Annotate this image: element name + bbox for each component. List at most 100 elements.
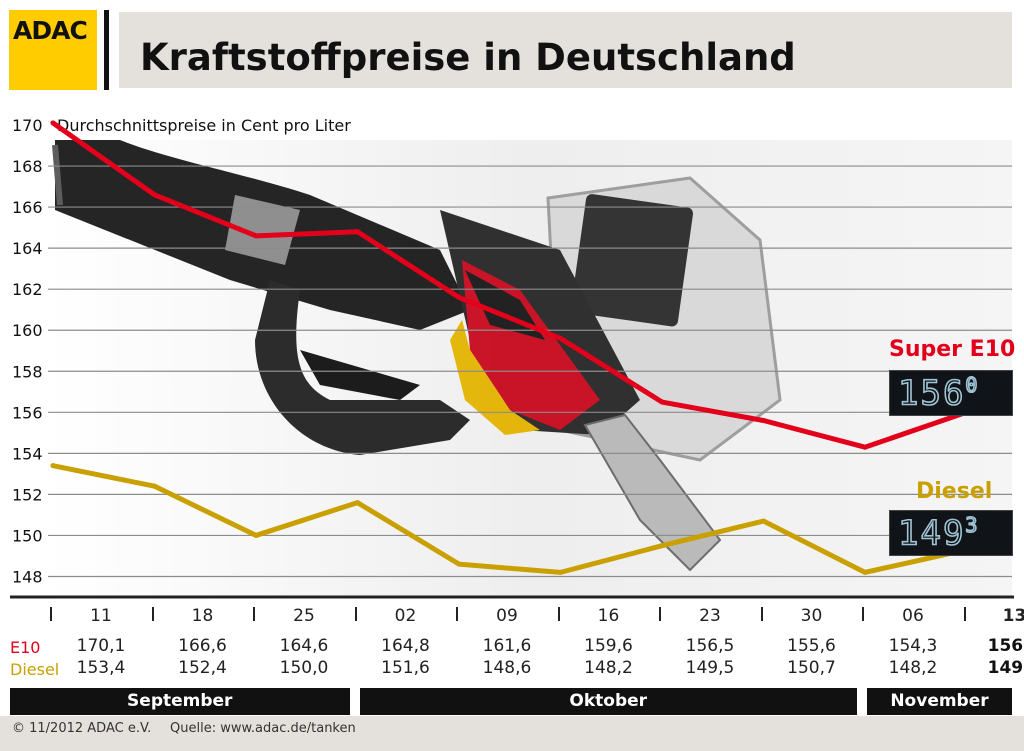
series-line-super-e10 <box>50 120 969 450</box>
value-cell-e10: 164,8 <box>381 636 430 656</box>
data-point <box>253 532 259 538</box>
data-point <box>50 463 56 469</box>
value-cell-diesel: 149,3 <box>987 658 1024 678</box>
x-tick-mark <box>862 607 864 621</box>
lcd-readout-super-e10: 1560 <box>897 372 980 415</box>
lcd-display-diesel: 1493 <box>889 510 1013 556</box>
y-axis-tick-labels: 148 150 152 154 156 158 160 162 164 166 168 170 <box>12 116 43 586</box>
x-tick-mark <box>151 607 154 621</box>
value-cell-diesel: 148,6 <box>482 658 532 678</box>
x-tick-label: 11 <box>90 606 112 626</box>
x-tick-mark <box>50 607 52 621</box>
adac-logo: ADAC <box>9 10 97 90</box>
y-tick-label: 168 <box>12 157 43 176</box>
x-tick-label: 06 <box>902 606 924 626</box>
y-tick-label: 152 <box>12 485 43 504</box>
y-tick-label: 150 <box>12 526 43 545</box>
x-tick-mark <box>557 607 560 621</box>
value-cell-e10: 154,3 <box>888 636 938 656</box>
lcd-display-super-e10: 1560 <box>889 370 1013 416</box>
row-label-e10: E10 <box>10 638 41 657</box>
page-title: Kraftstoffpreise in Deutschland <box>140 36 796 79</box>
value-cell-e10: 161,6 <box>482 636 532 656</box>
x-axis-ticks <box>0 600 1024 628</box>
logo-separator <box>104 10 109 90</box>
grid-lines <box>48 165 1012 578</box>
lcd-main-diesel: 149 <box>897 513 966 555</box>
value-cell-diesel: 151,6 <box>381 658 430 678</box>
x-tick-mark <box>456 607 458 621</box>
data-point <box>862 569 868 575</box>
month-bar: September <box>10 688 350 715</box>
x-tick-label: 02 <box>394 606 417 626</box>
data-point <box>152 192 157 198</box>
y-axis-label: Durchschnittspreise in Cent pro Liter <box>57 116 351 135</box>
lcd-main-super-e10: 156 <box>897 373 966 415</box>
x-tick-label: 09 <box>496 606 518 626</box>
value-cell-e10: 156,5 <box>685 636 735 656</box>
data-point <box>456 294 462 300</box>
value-cell-e10: 156,0 <box>987 636 1024 656</box>
row-label-diesel: Diesel <box>10 660 60 679</box>
x-tick-mark <box>659 607 661 621</box>
month-bar: Oktober <box>359 688 857 715</box>
data-point <box>862 444 868 450</box>
header-band <box>119 12 1012 88</box>
series-lines <box>50 120 969 575</box>
data-point <box>659 543 665 549</box>
value-cell-diesel: 148,2 <box>888 658 938 678</box>
series-label-super-e10: Super E10 <box>889 337 1016 362</box>
data-point <box>355 229 360 235</box>
x-tick-label: 18 <box>191 606 214 626</box>
data-point <box>558 335 563 341</box>
value-cell-diesel: 150,0 <box>279 658 329 678</box>
value-cell-e10: 159,6 <box>584 636 633 656</box>
value-cell-e10: 166,6 <box>178 636 227 656</box>
series-line-diesel <box>50 463 969 575</box>
y-tick-label: 154 <box>12 444 43 463</box>
data-point <box>50 120 56 126</box>
value-cell-diesel: 153,4 <box>76 658 126 678</box>
x-tick-label: 25 <box>293 606 315 626</box>
y-tick-label: 170 <box>12 116 43 135</box>
x-tick-label: 13 <box>1002 606 1024 626</box>
data-point <box>456 561 462 567</box>
lcd-sup-diesel: 3 <box>965 512 980 538</box>
x-tick-mark <box>354 607 357 621</box>
footer-copyright: © 11/2012 ADAC e.V. <box>12 721 152 736</box>
y-tick-label: 164 <box>12 239 43 258</box>
y-tick-label: 156 <box>12 403 43 422</box>
value-cell-e10: 170,1 <box>76 636 126 656</box>
value-cell-diesel: 150,7 <box>787 658 836 678</box>
y-tick-label: 158 <box>12 362 43 381</box>
value-cell-diesel: 149,5 <box>685 658 735 678</box>
x-tick-label: 16 <box>597 606 620 626</box>
x-tick-mark <box>963 607 966 621</box>
data-point <box>659 399 665 405</box>
value-cell-e10: 164,6 <box>279 636 329 656</box>
footer-source: Quelle: www.adac.de/tanken <box>170 721 356 736</box>
value-cell-diesel: 152,4 <box>178 658 227 678</box>
data-point <box>355 500 360 506</box>
y-tick-label: 148 <box>12 567 43 586</box>
y-tick-label: 160 <box>12 321 43 340</box>
chart-svg: 148 150 152 154 156 158 160 162 164 166 168 170 Dur… <box>10 116 1014 599</box>
logo-text: ADAC <box>13 16 88 45</box>
lcd-readout-diesel: 1493 <box>897 512 980 555</box>
y-tick-label: 166 <box>12 198 43 217</box>
data-point <box>558 569 563 575</box>
data-point <box>761 418 766 424</box>
value-cell-e10: 155,6 <box>787 636 836 656</box>
x-tick-mark <box>253 607 255 621</box>
x-tick-label: 30 <box>800 606 823 626</box>
lcd-sup-super-e10: 0 <box>965 372 980 398</box>
month-bar: November <box>867 688 1012 715</box>
series-label-diesel: Diesel <box>916 479 993 504</box>
chart-area: 148 150 152 154 156 158 160 162 164 166 168 170 Dur… <box>0 100 1024 600</box>
data-point <box>152 483 157 489</box>
x-tick-label: 23 <box>699 606 721 626</box>
data-point <box>761 518 766 524</box>
data-point <box>253 233 259 239</box>
x-tick-mark <box>760 607 763 621</box>
value-cell-diesel: 148,2 <box>584 658 633 678</box>
